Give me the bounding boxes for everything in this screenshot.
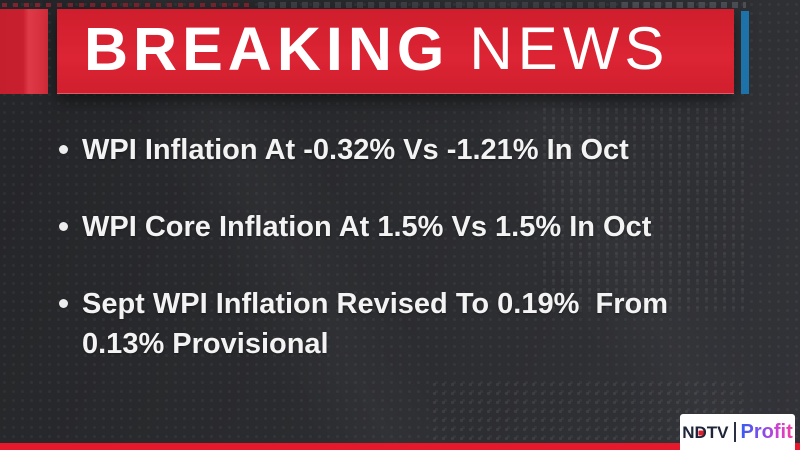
logo-divider bbox=[733, 422, 736, 442]
top-gray-dots-light bbox=[622, 2, 746, 8]
ndtv-profit-logo: NDTV Profit bbox=[680, 414, 795, 450]
header-blue-accent-strip bbox=[741, 11, 749, 94]
bullet-icon bbox=[59, 145, 68, 154]
ndtv-letter-d: D bbox=[695, 424, 707, 441]
list-item: WPI Inflation At -0.32% Vs -1.21% In Oct bbox=[59, 130, 772, 170]
list-item: WPI Core Inflation At 1.5% Vs 1.5% In Oc… bbox=[59, 207, 772, 247]
banner-title-light: NEWS bbox=[469, 15, 670, 82]
headlines-list: WPI Inflation At -0.32% Vs -1.21% In Oct… bbox=[59, 130, 772, 401]
bullet-icon bbox=[59, 222, 68, 231]
profit-wordmark: Profit bbox=[740, 421, 793, 443]
headline-text: WPI Inflation At -0.32% Vs -1.21% In Oct bbox=[82, 134, 629, 166]
headline-text: WPI Core Inflation At 1.5% Vs 1.5% In Oc… bbox=[82, 211, 652, 243]
top-red-ticks bbox=[2, 3, 254, 7]
headline-text-multiline: Sept WPI Inflation Revised To 0.19% From… bbox=[82, 284, 668, 364]
ndtv-letter-n: N bbox=[682, 422, 695, 442]
list-item: Sept WPI Inflation Revised To 0.19% From… bbox=[59, 284, 772, 364]
ndtv-red-dot-icon bbox=[698, 430, 704, 436]
top-gray-dots bbox=[258, 2, 720, 8]
bottom-red-strip bbox=[0, 443, 800, 450]
ndtv-wordmark: NDTV bbox=[682, 424, 728, 441]
bullet-icon bbox=[59, 299, 68, 308]
breaking-news-banner: BREAKING NEWS bbox=[57, 9, 734, 94]
banner-title-bold: BREAKING bbox=[84, 14, 450, 83]
headline-text-line: 0.13% Provisional bbox=[82, 328, 329, 360]
header-left-red-block bbox=[0, 9, 48, 94]
ndtv-letters-tv: TV bbox=[706, 422, 729, 442]
headline-text-line: Sept WPI Inflation Revised To 0.19% From bbox=[82, 288, 669, 320]
